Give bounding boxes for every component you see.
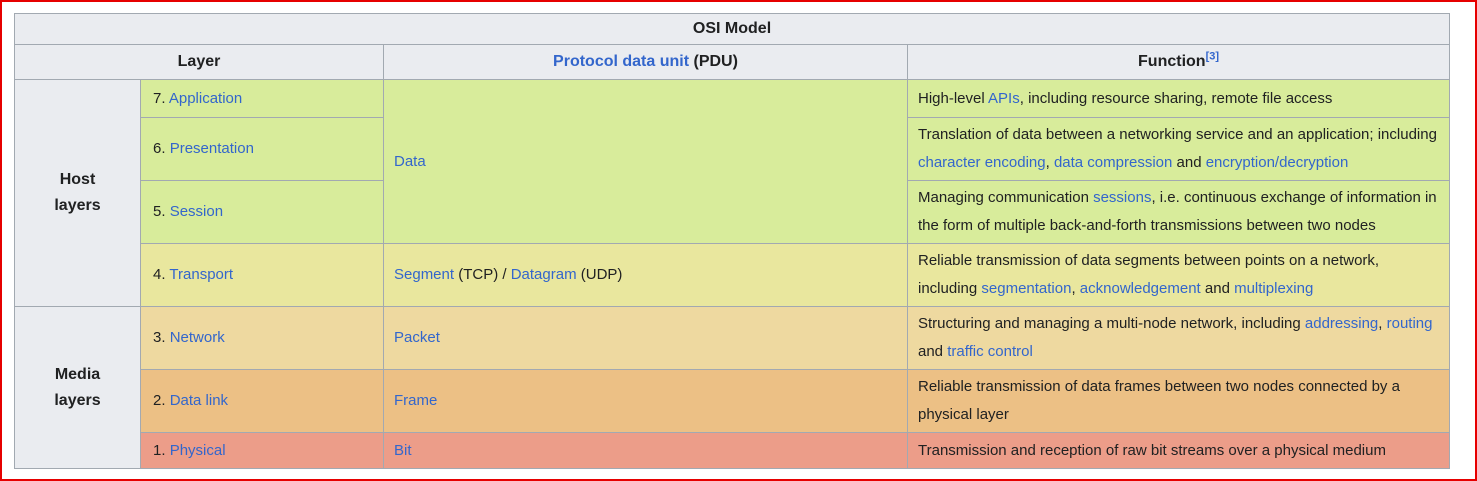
text-run: Managing communication [918, 189, 1094, 206]
layer-number: 5. [153, 203, 166, 220]
function-header-label: Function [1138, 53, 1206, 70]
function-reference-link[interactable]: [3] [1205, 50, 1220, 63]
col-header-function: Function[3] [906, 44, 1451, 80]
text-run: (TCP) / [454, 266, 511, 283]
function-cell-network: Structuring and managing a multi-node ne… [906, 306, 1451, 370]
layer-row-physical: 1. Physical Bit Transmission and recepti… [15, 432, 1451, 469]
text-run: Reliable transmission of data segments b… [918, 252, 1380, 297]
inline-link[interactable]: Segment [394, 266, 455, 283]
pdu-cell-frame: Frame [383, 369, 908, 433]
layer-link-physical[interactable]: Physical [169, 441, 226, 459]
table-title-row: OSI Model [13, 13, 1451, 45]
layer-row-presentation: 6. Presentation Translation of data betw… [15, 117, 1451, 181]
layer-row-session: 5. Session Managing communication sessio… [15, 180, 1451, 244]
column-header-row: Layer Protocol data unit (PDU) Function[… [14, 44, 1451, 80]
layer-number: 3. [153, 329, 166, 346]
layer-number: 2. [153, 392, 166, 409]
text-run: and [1200, 280, 1235, 297]
col-header-pdu: Protocol data unit (PDU) [383, 44, 908, 80]
layer-cell-transport: 4. Transport [140, 243, 384, 307]
pdu-cell-bit: Bit [383, 432, 908, 469]
layer-link-session[interactable]: Session [169, 203, 224, 220]
inline-link[interactable]: data compression [1053, 154, 1173, 171]
osi-model-table: OSI Model Layer Protocol data unit (PDU)… [13, 13, 1451, 469]
inline-link[interactable]: sessions [1093, 189, 1152, 206]
text-run: Transmission and reception of raw bit st… [918, 441, 1386, 459]
inline-link[interactable]: routing [1386, 315, 1433, 332]
inline-link[interactable]: Bit [394, 441, 412, 459]
layer-number: 4. [153, 266, 166, 283]
layer-cell-session: 5. Session [140, 180, 384, 244]
layer-row-network: Media layers 3. Network Packet Structuri… [14, 306, 1451, 469]
text-run: , i.e. continuous exchange of informatio… [918, 189, 1437, 234]
text-run: , including resource sharing, remote fil… [1019, 89, 1333, 107]
inline-link[interactable]: encryption/decryption [1205, 154, 1349, 171]
layer-link-application[interactable]: Application [168, 89, 243, 107]
inline-link[interactable]: APIs [988, 89, 1020, 107]
layer-link-transport[interactable]: Transport [169, 266, 234, 283]
text-run: and [918, 343, 948, 360]
layer-number: 7. [153, 89, 166, 107]
pdu-cell-data: Data [383, 79, 908, 244]
inline-link[interactable]: character encoding [918, 154, 1046, 171]
inline-link[interactable]: Frame [394, 392, 438, 409]
group-label-line: Host [59, 171, 96, 188]
function-cell-transport: Reliable transmission of data segments b… [906, 243, 1451, 307]
function-cell-presentation: Translation of data between a networking… [906, 117, 1451, 181]
table-title: OSI Model [13, 13, 1451, 45]
layer-cell-physical: 1. Physical [140, 432, 384, 469]
text-run: Structuring and managing a multi-node ne… [918, 315, 1305, 332]
layer-link-data-link[interactable]: Data link [169, 392, 229, 409]
layer-cell-presentation: 6. Presentation [140, 117, 384, 181]
group-cell-media-layers: Media layers [14, 306, 141, 469]
layer-link-presentation[interactable]: Presentation [169, 140, 254, 157]
layer-number: 6. [153, 140, 166, 157]
layer-cell-data-link: 2. Data link [140, 369, 384, 433]
text-run: , [1378, 315, 1387, 332]
group-label-line: layers [54, 391, 101, 409]
inline-link[interactable]: segmentation [981, 280, 1072, 297]
layer-row-data-link: 2. Data link Frame Reliable transmission… [15, 369, 1451, 433]
inline-link[interactable]: Datagram [510, 266, 577, 283]
function-cell-data-link: Reliable transmission of data frames bet… [906, 369, 1451, 433]
function-cell-session: Managing communication sessions, i.e. co… [906, 180, 1451, 244]
pdu-cell-packet: Packet [383, 306, 908, 370]
text-run: Reliable transmission of data frames bet… [918, 378, 1400, 423]
text-run: Translation of data between a networking… [918, 126, 1437, 143]
text-run: High-level [918, 89, 989, 107]
function-cell-physical: Transmission and reception of raw bit st… [906, 432, 1451, 469]
inline-link[interactable]: addressing [1304, 315, 1379, 332]
pdu-header-suffix: (PDU) [689, 53, 738, 70]
text-run: and [1172, 154, 1206, 171]
group-label-line: Media [54, 365, 101, 383]
inline-link[interactable]: traffic control [947, 343, 1033, 360]
inline-link[interactable]: multiplexing [1234, 280, 1314, 297]
inline-link[interactable]: acknowledgement [1079, 280, 1201, 297]
layer-row-transport: 4. Transport Segment (TCP) / Datagram (U… [15, 243, 1451, 307]
group-label-line: layers [54, 197, 101, 214]
inline-link[interactable]: Packet [394, 329, 440, 346]
layer-row-application: Host layers 7. Application Data High-lev… [14, 79, 1451, 307]
group-cell-host-layers: Host layers [14, 79, 141, 307]
text-run: , [1045, 154, 1054, 171]
text-run: , [1071, 280, 1080, 297]
function-cell-application: High-level APIs, including resource shar… [906, 79, 1451, 118]
layer-cell-network: 3. Network [140, 306, 384, 370]
pdu-cell-segment-datagram: Segment (TCP) / Datagram (UDP) [383, 243, 908, 307]
pdu-header-link[interactable]: Protocol data unit [553, 53, 690, 70]
text-run: (UDP) [576, 266, 623, 283]
layer-link-network[interactable]: Network [169, 329, 225, 346]
inline-link[interactable]: Data [394, 152, 426, 170]
col-header-layer: Layer [14, 44, 384, 80]
layer-number: 1. [153, 441, 166, 459]
layer-cell-application: 7. Application [140, 79, 384, 118]
